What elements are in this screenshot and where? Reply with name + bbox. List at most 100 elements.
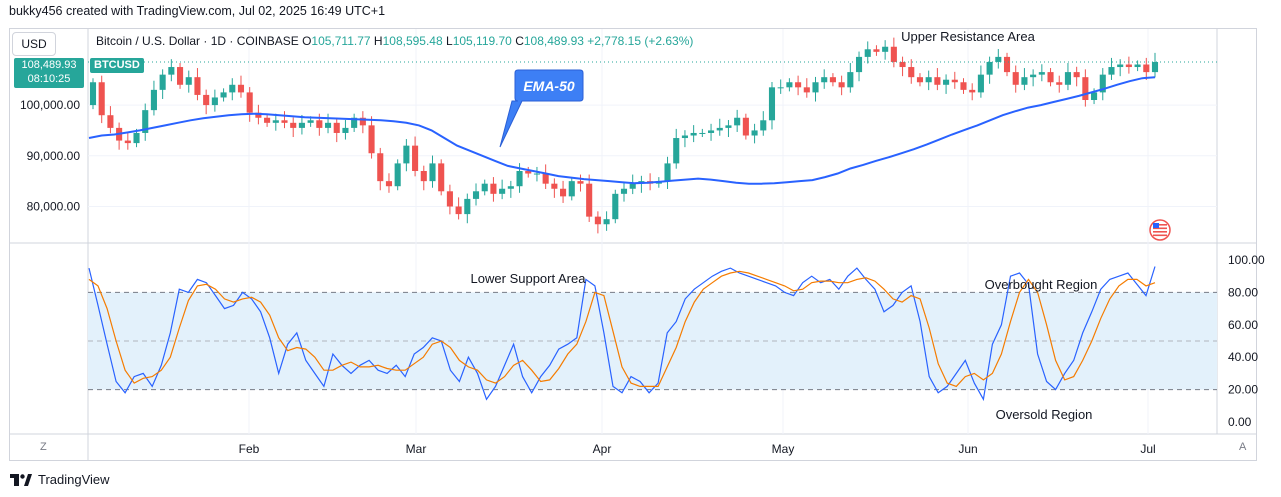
candle-body — [1003, 56, 1011, 73]
candle-body — [89, 82, 97, 106]
candle-body — [124, 140, 131, 144]
candle-body — [777, 87, 784, 89]
us-flag-icon — [1153, 223, 1159, 228]
candle-body — [1047, 72, 1054, 83]
candle-body — [943, 79, 950, 85]
time-tick-label: Jun — [958, 442, 977, 456]
ema-50-callout — [499, 69, 584, 148]
candle-body — [1038, 72, 1045, 75]
candle-body — [803, 87, 810, 93]
candle-body — [664, 163, 671, 182]
candle-body — [237, 84, 245, 93]
candle-body — [560, 188, 567, 197]
candle-body — [1021, 77, 1028, 85]
candle-body — [1064, 72, 1071, 85]
bar-countdown: 08:10:25 — [27, 73, 71, 85]
candle-body — [760, 120, 767, 131]
candle-body — [368, 125, 375, 154]
candle-body — [1134, 64, 1141, 68]
us-flag-icon — [1153, 227, 1167, 230]
candle-body — [612, 193, 619, 220]
candle-body — [412, 145, 419, 171]
candle-body — [916, 77, 924, 83]
candle-body — [429, 163, 436, 182]
candle-body — [742, 117, 749, 136]
overbought-label: Overbought Region — [985, 277, 1098, 292]
candle-body — [1012, 72, 1019, 85]
zoom-reset-button[interactable]: Z — [40, 441, 47, 453]
candle-body — [690, 132, 697, 136]
candle-body — [751, 130, 758, 136]
candle-body — [359, 117, 366, 126]
oversold-label: Oversold Region — [996, 407, 1093, 422]
time-tick-label: Mar — [406, 442, 427, 456]
stoch-tick-label: 60.00 — [1228, 318, 1258, 332]
symbol-legend[interactable]: Bitcoin / U.S. Dollar · 1D · COINBASE O1… — [96, 34, 693, 48]
candle-body — [551, 183, 558, 189]
auto-scale-button[interactable]: A — [1239, 441, 1247, 453]
candle-body — [185, 77, 192, 85]
upper-resistance-label: Upper Resistance Area — [901, 29, 1035, 44]
candle-body — [708, 130, 715, 133]
footer-brand: TradingView — [10, 472, 110, 487]
candle-body — [168, 67, 175, 75]
candle-body — [203, 94, 210, 106]
candle-body — [716, 127, 723, 131]
candle-body — [838, 82, 845, 88]
candle-body — [438, 163, 445, 192]
candle-body — [342, 127, 349, 133]
change-value: +2,778.15 (+2.63%) — [587, 34, 694, 48]
candle-body — [281, 120, 288, 123]
candle-body — [307, 120, 314, 123]
stoch-tick-label: 80.00 — [1228, 285, 1258, 299]
candle-body — [734, 117, 741, 126]
candle-body — [525, 171, 532, 174]
candle-body — [768, 87, 776, 121]
candle-body — [568, 181, 575, 197]
candle-body — [211, 97, 218, 106]
us-flag-icon — [1153, 234, 1167, 237]
currency-button[interactable]: USD — [12, 32, 56, 56]
candle-body — [481, 183, 488, 192]
candle-body — [577, 181, 584, 184]
close-label: C — [515, 34, 524, 48]
stoch-k-line — [88, 266, 1156, 402]
candle-body — [150, 89, 157, 111]
candle-body — [316, 120, 323, 128]
open-label: O — [302, 34, 312, 48]
tradingview-logo-icon — [10, 473, 32, 486]
time-tick-label: Feb — [239, 442, 260, 456]
candle-body — [420, 171, 427, 182]
candle-body — [516, 171, 523, 187]
candle-body — [586, 183, 593, 217]
candle-body — [603, 219, 610, 225]
candle-body — [298, 122, 305, 128]
symbol-tag: BTCUSD — [90, 58, 144, 73]
candle-body — [594, 216, 601, 225]
candle-body — [403, 145, 410, 164]
price-tick-label: 90,000.00 — [27, 149, 81, 163]
price-tick-label: 100,000.00 — [20, 98, 80, 112]
candle-body — [446, 191, 453, 207]
ema-50-line — [88, 76, 1156, 185]
candle-body — [220, 92, 227, 98]
candle-body — [507, 186, 514, 189]
stoch-tick-label: 100.00 — [1228, 253, 1265, 267]
candle-body — [864, 49, 871, 57]
high-label: H — [373, 34, 383, 48]
candle-body — [472, 191, 480, 199]
candle-body — [1151, 62, 1159, 73]
us-flag-icon — [1153, 224, 1167, 226]
candle-body — [899, 61, 906, 68]
chart-attribution: bukky456 created with TradingView.com, J… — [9, 4, 386, 18]
stoch-d-line — [88, 270, 1156, 388]
us-flag-icon — [1149, 219, 1171, 241]
candle-body — [142, 110, 149, 133]
time-tick-label: Jul — [1140, 442, 1155, 456]
footer-brand-text: TradingView — [38, 472, 110, 487]
candle-body — [812, 82, 819, 93]
time-tick-label: Apr — [593, 442, 612, 456]
candle-body — [986, 61, 993, 75]
candle-body — [98, 82, 105, 116]
